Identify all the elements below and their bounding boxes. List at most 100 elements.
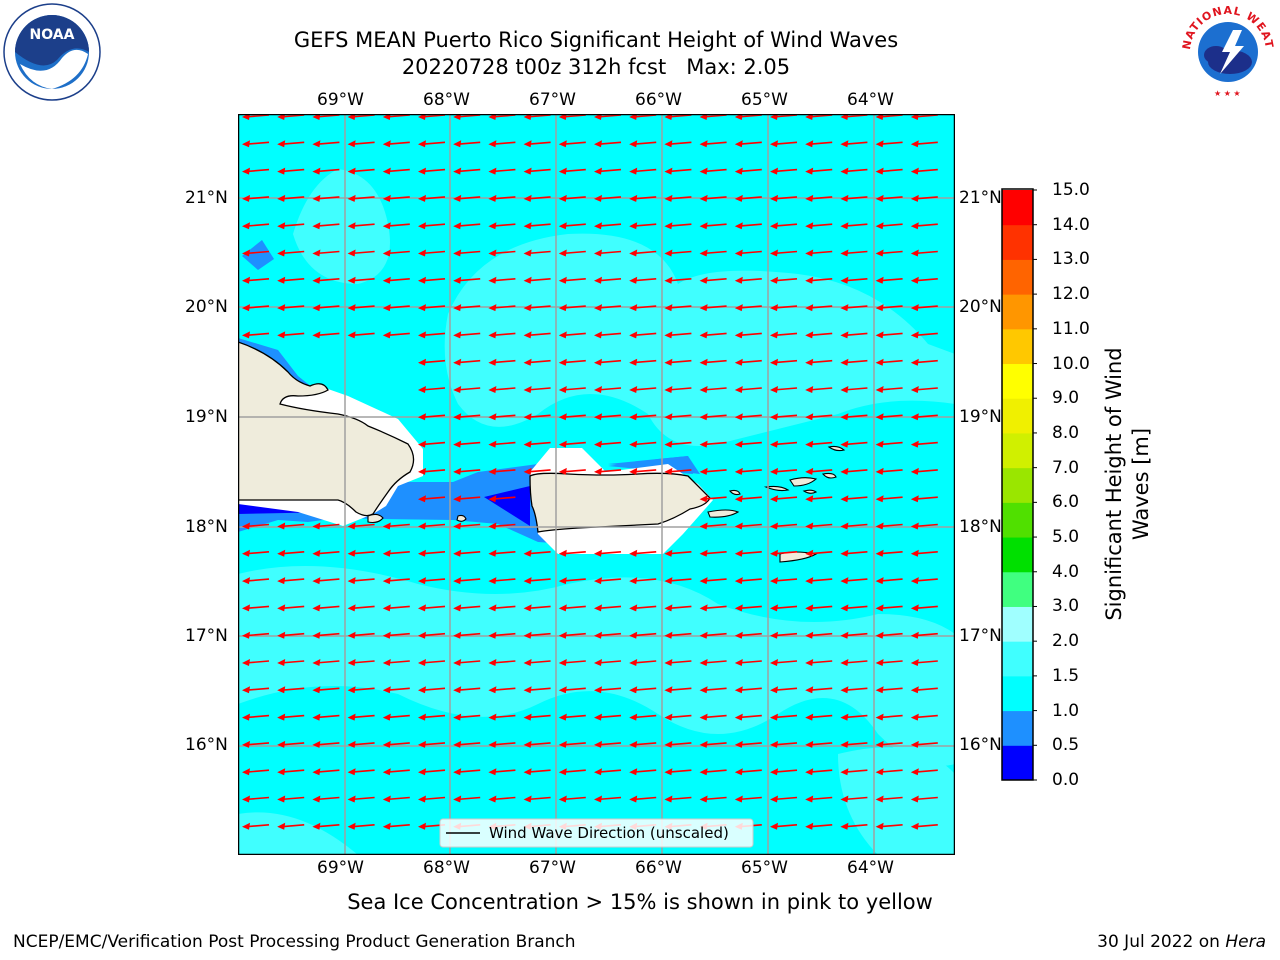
wind-vector	[664, 331, 692, 339]
wind-vector	[734, 495, 762, 503]
wind-vector	[734, 740, 762, 748]
colorbar-bin	[1002, 571, 1033, 607]
wind-vector	[242, 631, 270, 639]
wind-vector	[523, 795, 551, 803]
puerto-rico-landmass	[529, 472, 711, 533]
wind-vector	[629, 659, 657, 666]
wind-vector	[453, 631, 481, 639]
wind-vector	[312, 222, 340, 230]
lat-label-left-17n: 17°N	[185, 626, 228, 646]
wind-vector	[277, 631, 305, 639]
wind-vector	[734, 276, 762, 284]
wind-vector	[312, 604, 340, 612]
wind-vector	[523, 659, 551, 666]
wind-vector	[840, 713, 868, 721]
wind-vector	[347, 740, 375, 748]
colorbar-tick-label: 5.0	[1052, 527, 1080, 548]
wind-vector	[910, 386, 938, 393]
wind-vector	[347, 331, 375, 339]
wind-vector	[699, 467, 727, 475]
wind-wave-map: Wind Wave Direction (unscaled)	[238, 114, 955, 855]
wind-vector	[805, 331, 833, 339]
wind-vector	[840, 631, 868, 639]
wind-vector	[840, 522, 868, 530]
wind-vector	[488, 740, 516, 748]
wind-vector	[523, 768, 551, 776]
colorbar-bin	[1002, 432, 1033, 469]
wind-vector	[453, 440, 481, 448]
lon-label-bottom-69w: 69°W	[317, 858, 364, 878]
wind-vector	[418, 140, 446, 148]
wind-vector	[770, 386, 798, 393]
colorbar-tick-label: 7.0	[1052, 457, 1080, 478]
wind-vector	[770, 440, 798, 448]
wind-vector	[699, 304, 727, 312]
wind-vector	[523, 114, 551, 120]
wind-vector	[840, 114, 868, 120]
wind-vector	[805, 194, 833, 202]
wind-vector	[734, 358, 762, 366]
wind-vector	[242, 549, 270, 557]
wind-vector	[558, 604, 586, 612]
wind-vector	[277, 659, 305, 666]
colorbar-bin	[1002, 259, 1033, 295]
wind-vector	[910, 358, 938, 366]
colorbar-tick-label: 10.0	[1052, 353, 1090, 374]
wind-vector	[523, 358, 551, 366]
wind-vector	[418, 686, 446, 694]
wind-vector	[277, 194, 305, 202]
wind-vector	[277, 713, 305, 721]
colorbar-bin	[1002, 606, 1033, 642]
wind-vector	[594, 249, 622, 257]
wind-vector	[840, 822, 868, 830]
wind-vector	[382, 167, 410, 175]
wind-vector	[840, 194, 868, 202]
wind-vector	[594, 440, 622, 448]
wind-vector	[629, 167, 657, 175]
wind-vector	[770, 795, 798, 803]
wind-vector	[734, 631, 762, 639]
wind-vector	[523, 249, 551, 257]
wind-vector	[910, 522, 938, 530]
lat-label-right-20n: 20°N	[959, 297, 1002, 317]
wind-vector	[488, 114, 516, 120]
wind-vector	[594, 386, 622, 393]
wind-vector	[910, 577, 938, 585]
saona-island	[367, 513, 384, 524]
wind-vector	[347, 686, 375, 694]
wind-vector	[347, 795, 375, 803]
wind-vector	[840, 495, 868, 503]
wind-vector	[910, 822, 938, 830]
lon-label-top-68w: 68°W	[423, 90, 470, 110]
wind-vector	[242, 276, 270, 284]
wind-vector	[875, 358, 903, 366]
wind-vector	[453, 386, 481, 393]
wind-vector	[875, 386, 903, 393]
wind-vector	[770, 331, 798, 339]
wind-vector	[523, 631, 551, 639]
wind-vector	[910, 467, 938, 475]
wind-vector	[347, 249, 375, 257]
wind-vector	[875, 631, 903, 639]
wind-vector	[347, 140, 375, 148]
wind-vector	[770, 768, 798, 776]
wind-vector	[382, 740, 410, 748]
wind-vector	[770, 358, 798, 366]
colorbar-tick-label: 12.0	[1052, 284, 1090, 305]
wind-vector	[382, 222, 410, 230]
wind-vector	[594, 331, 622, 339]
wind-vector	[699, 522, 727, 530]
wind-vector	[418, 222, 446, 230]
wind-vector	[699, 276, 727, 284]
lon-label-bottom-64w: 64°W	[847, 858, 894, 878]
wind-vector	[382, 795, 410, 803]
colorbar-tick-label: 0.0	[1052, 770, 1080, 790]
wind-vector	[488, 413, 516, 421]
wind-vector	[910, 249, 938, 257]
colorbar-tick-label: 13.0	[1052, 249, 1090, 270]
wind-vector	[312, 631, 340, 639]
wind-vector	[312, 331, 340, 339]
wind-vector	[347, 522, 375, 530]
wind-vector	[488, 713, 516, 721]
wind-vector	[453, 249, 481, 257]
